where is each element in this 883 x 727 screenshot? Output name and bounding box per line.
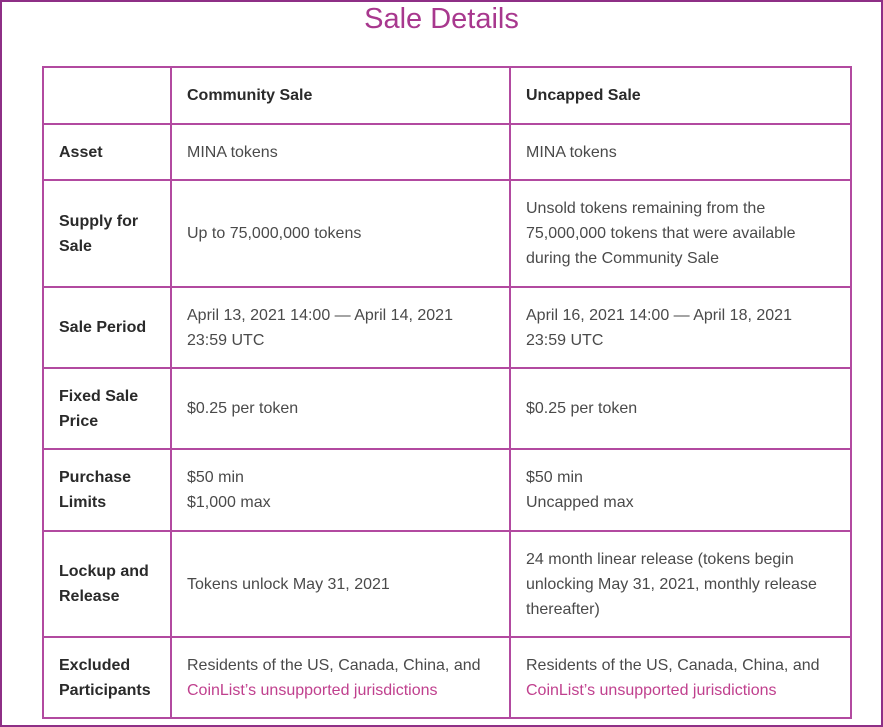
table-row: Purchase Limits $50 min $1,000 max $50 min U… bbox=[42, 448, 852, 532]
cell-line: Uncapped max bbox=[526, 494, 634, 511]
corner-cell bbox=[42, 66, 172, 125]
table-row: Supply for Sale Up to 75,000,000 tokens Un… bbox=[42, 179, 852, 288]
cell-line: $1,000 max bbox=[187, 494, 271, 511]
cell: MINA tokens bbox=[170, 123, 511, 181]
table-row: Sale Period April 13, 2021 14:00 — April … bbox=[42, 286, 852, 369]
cell: April 16, 2021 14:00 — April 18, 2021 23… bbox=[509, 286, 852, 369]
table-row: Excluded Participants Residents of the US… bbox=[42, 636, 852, 719]
row-label: Excluded Participants bbox=[42, 636, 172, 719]
table-row: Lockup and Release Tokens unlock May 31, … bbox=[42, 530, 852, 638]
cell-text: Residents of the US, Canada, China, and bbox=[526, 656, 820, 674]
link[interactable]: CoinList’s unsupported jurisdictions bbox=[187, 681, 438, 699]
cell: $0.25 per token bbox=[170, 367, 511, 450]
cell: Residents of the US, Canada, China, and … bbox=[509, 636, 852, 719]
sale-table: Community Sale Uncapped Sale Asset MINA tok… bbox=[42, 66, 852, 719]
cell: $50 min $1,000 max bbox=[170, 448, 511, 532]
link[interactable]: CoinList’s unsupported jurisdictions bbox=[526, 681, 777, 699]
cell-text: Residents of the US, Canada, China, and bbox=[187, 656, 481, 674]
cell: Tokens unlock May 31, 2021 bbox=[170, 530, 511, 638]
cell: MINA tokens bbox=[509, 123, 852, 181]
title: Sale Details bbox=[364, 3, 519, 35]
column-header: Community Sale bbox=[170, 66, 511, 125]
table-row: Asset MINA tokens MINA tokens bbox=[42, 123, 852, 181]
cell: $50 min Uncapped max bbox=[509, 448, 852, 532]
cell: April 13, 2021 14:00 — April 14, 2021 23… bbox=[170, 286, 511, 369]
row-label: Sale Period bbox=[42, 286, 172, 369]
header-row: Community Sale Uncapped Sale bbox=[42, 66, 852, 125]
column-header: Uncapped Sale bbox=[509, 66, 852, 125]
cell: Unsold tokens remaining from the 75,000,… bbox=[509, 179, 852, 288]
row-label: Asset bbox=[42, 123, 172, 181]
cell: 24 month linear release (tokens begin un… bbox=[509, 530, 852, 638]
row-label: Purchase Limits bbox=[42, 448, 172, 532]
cell: Residents of the US, Canada, China, and … bbox=[170, 636, 511, 719]
cell-line: $50 min bbox=[187, 469, 244, 486]
row-label: Fixed Sale Price bbox=[42, 367, 172, 450]
cell-line: $50 min bbox=[526, 469, 583, 486]
table-row: Fixed Sale Price $0.25 per token $0.25 per… bbox=[42, 367, 852, 450]
cell: $0.25 per token bbox=[509, 367, 852, 450]
cell: Up to 75,000,000 tokens bbox=[170, 179, 511, 288]
row-label: Supply for Sale bbox=[42, 179, 172, 288]
row-label: Lockup and Release bbox=[42, 530, 172, 638]
